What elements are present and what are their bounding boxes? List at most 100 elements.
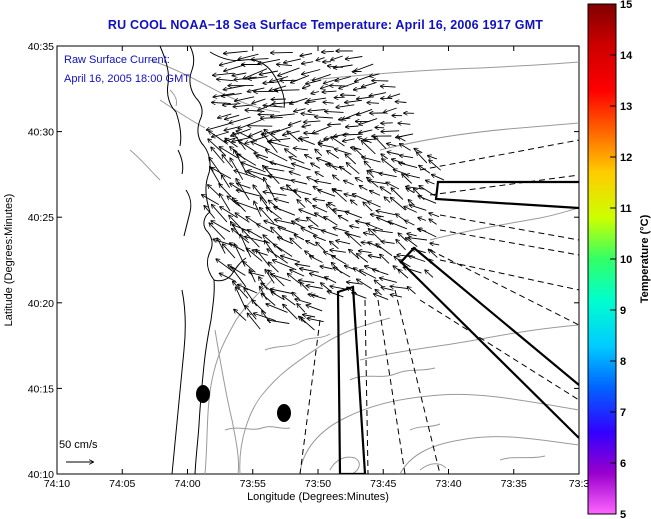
current-vector — [295, 299, 312, 305]
current-vector — [303, 315, 316, 317]
current-vector — [231, 128, 251, 136]
current-vector — [300, 139, 315, 146]
current-vector — [277, 64, 293, 65]
current-vector — [289, 120, 302, 125]
current-vector — [335, 76, 351, 81]
current-vector — [368, 201, 381, 208]
current-vector — [243, 262, 256, 273]
y-axis-ticks: 40:35 40:30 40:25 40:20 40:15 40:10 — [28, 41, 579, 481]
current-vector — [204, 206, 216, 219]
current-vector — [381, 123, 393, 124]
current-vector — [381, 131, 400, 132]
current-vector — [386, 182, 400, 190]
current-vector — [355, 75, 371, 82]
current-vector — [346, 56, 363, 60]
x-tick-label: 73:55 — [240, 478, 266, 490]
current-vector — [234, 201, 258, 211]
x-tick-label: 73:45 — [370, 478, 396, 490]
current-vector — [308, 110, 326, 112]
current-vector — [270, 162, 295, 170]
current-vector — [252, 98, 266, 104]
current-vector — [253, 185, 268, 204]
y-tick-label: 40:30 — [28, 127, 54, 139]
y-tick-label: 40:20 — [28, 298, 54, 310]
current-vector — [248, 230, 263, 239]
current-vector — [375, 280, 383, 287]
x-tick-label: 74:05 — [109, 478, 135, 490]
current-vector — [336, 241, 351, 245]
current-vector — [217, 79, 234, 81]
current-vector — [268, 320, 290, 324]
colorbar-tick-label: 12 — [620, 152, 632, 164]
current-vector — [355, 63, 374, 71]
current-vector — [254, 313, 276, 322]
current-vector — [230, 183, 244, 193]
current-vector — [219, 147, 238, 159]
current-vector — [302, 125, 312, 127]
current-vector — [388, 93, 401, 98]
current-vector — [270, 76, 289, 82]
current-vector — [376, 244, 393, 256]
current-vector — [292, 180, 308, 185]
current-vector — [380, 278, 398, 283]
current-vector — [266, 208, 283, 220]
current-vector — [362, 157, 381, 163]
current-vector — [357, 279, 372, 290]
current-vector — [271, 113, 295, 117]
current-vector — [364, 161, 372, 169]
current-vector — [333, 228, 349, 233]
current-vector — [271, 274, 292, 282]
current-vector — [323, 102, 334, 103]
y-tick-label: 40:25 — [28, 212, 54, 224]
coastline — [159, 46, 285, 474]
x-tick-label: 73:50 — [305, 478, 331, 490]
current-vector — [294, 190, 312, 196]
current-vector — [238, 53, 259, 59]
current-vector — [364, 233, 374, 235]
current-vector — [410, 205, 427, 211]
current-vector — [368, 181, 387, 185]
legend-line-1: Raw Surface Current: — [64, 54, 170, 66]
current-vector — [362, 81, 377, 87]
current-vector — [396, 102, 407, 103]
current-vector — [249, 270, 256, 283]
current-vector — [396, 214, 406, 222]
current-vector — [209, 157, 222, 175]
current-vector — [370, 74, 380, 77]
current-vector — [370, 191, 381, 196]
map-content — [129, 46, 579, 474]
current-vector — [360, 270, 377, 279]
current-vector — [347, 163, 360, 175]
current-vector — [208, 139, 227, 156]
current-vector — [357, 254, 369, 263]
current-vector — [399, 163, 418, 169]
x-tick-label: 73:35 — [501, 478, 527, 490]
current-vector — [294, 235, 305, 241]
current-vector — [268, 176, 292, 182]
current-vector — [396, 240, 406, 251]
current-vector — [351, 200, 358, 206]
current-vector — [407, 287, 416, 295]
current-vector — [335, 97, 345, 98]
colorbar-tick-label: 8 — [620, 356, 626, 368]
current-vector — [290, 270, 305, 277]
current-vector — [429, 219, 437, 225]
current-vector — [301, 114, 316, 116]
current-vector — [319, 144, 335, 148]
current-vector — [292, 164, 311, 171]
current-vector — [338, 216, 349, 222]
current-vector — [408, 238, 428, 241]
current-vector — [297, 304, 306, 313]
colorbar-tick-label: 14 — [620, 50, 633, 62]
colorbar-tick-label: 7 — [620, 407, 626, 419]
current-vector — [283, 296, 296, 306]
current-vector — [230, 158, 244, 181]
current-vector — [202, 195, 220, 205]
y-tick-label: 40:35 — [28, 41, 54, 53]
current-vector — [375, 290, 382, 296]
current-vector — [300, 283, 309, 291]
current-vector — [418, 196, 437, 204]
current-vector — [278, 67, 300, 76]
current-vector — [254, 153, 269, 159]
current-vector — [306, 305, 323, 312]
